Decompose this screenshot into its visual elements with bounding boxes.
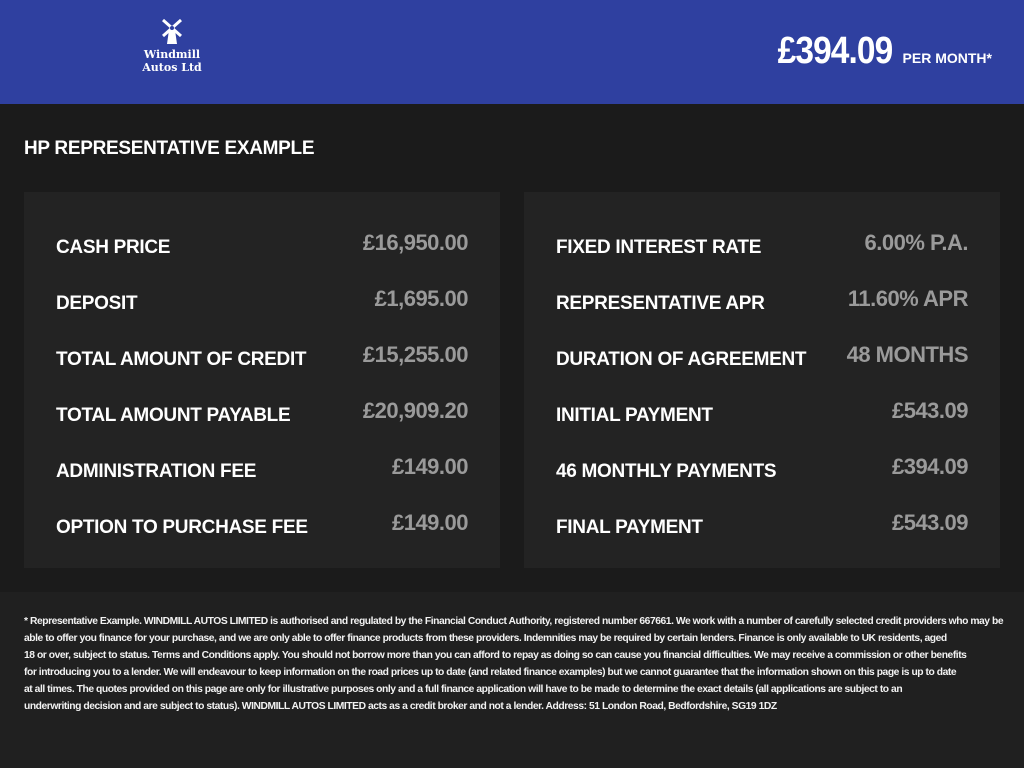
row-label: DURATION OF AGREEMENT [556, 349, 807, 370]
disclaimer-line: * Representative Example. WINDMILL AUTOS… [24, 616, 1004, 627]
row-value: £394.09 [891, 454, 969, 479]
finance-row: REPRESENTATIVE APR 11.60% APR [556, 284, 969, 314]
row-label: 46 MONTHLY PAYMENTS [556, 461, 777, 482]
logo-text-line-1: Windmill [143, 48, 201, 61]
finance-row: CASH PRICE £16,950.00 [56, 228, 469, 258]
row-label: FINAL PAYMENT [556, 517, 703, 538]
row-value: £1,695.00 [374, 286, 469, 311]
row-label: FIXED INTEREST RATE [556, 237, 762, 258]
windmill-icon [162, 18, 182, 44]
row-label: REPRESENTATIVE APR [556, 293, 765, 314]
disclaimer-line: able to offer you finance for your purch… [24, 633, 947, 644]
finance-row: OPTION TO PURCHASE FEE £149.00 [56, 508, 469, 538]
row-value: £149.00 [391, 510, 469, 535]
finance-row: TOTAL AMOUNT PAYABLE £20,909.20 [56, 396, 469, 426]
logo-text-line-2: Autos Ltd [142, 61, 202, 74]
finance-row: TOTAL AMOUNT OF CREDIT £15,255.00 [56, 340, 469, 370]
disclaimer-line: underwriting decision and are subject to… [24, 701, 777, 712]
row-value: £16,950.00 [362, 230, 469, 255]
row-value: £20,909.20 [362, 398, 469, 423]
row-value: £15,255.00 [362, 342, 469, 367]
row-label: TOTAL AMOUNT PAYABLE [56, 405, 291, 426]
header: Windmill Autos Ltd £394.09 PER MONTH* [0, 0, 1024, 104]
row-value: £149.00 [391, 454, 469, 479]
row-label: INITIAL PAYMENT [556, 405, 713, 426]
disclaimer-line: at all times. The quotes provided on thi… [24, 684, 903, 695]
row-label: ADMINISTRATION FEE [56, 461, 257, 482]
row-value: 11.60% APR [847, 286, 969, 311]
finance-row: ADMINISTRATION FEE £149.00 [56, 452, 469, 482]
finance-panel-right: FIXED INTEREST RATE 6.00% P.A. REPRESENTAT… [524, 192, 1000, 568]
row-value: 6.00% P.A. [864, 230, 969, 255]
disclaimer-line: for introducing you to a lender. We will… [24, 667, 957, 678]
row-value: £543.09 [891, 398, 969, 423]
disclaimer-line: 18 or over, subject to status. Terms and… [24, 650, 967, 661]
row-value: 48 MONTHS [846, 342, 969, 367]
finance-row: DEPOSIT £1,695.00 [56, 284, 469, 314]
finance-panel-left: CASH PRICE £16,950.00 DEPOSIT £1,695.00 TOTA… [24, 192, 500, 568]
finance-row: FIXED INTEREST RATE 6.00% P.A. [556, 228, 969, 258]
row-label: CASH PRICE [56, 237, 171, 258]
row-label: TOTAL AMOUNT OF CREDIT [56, 349, 307, 370]
row-label: DEPOSIT [56, 293, 138, 314]
section-title: HP REPRESENTATIVE EXAMPLE [24, 138, 315, 159]
logo-text: Windmill Autos Ltd [132, 48, 212, 74]
row-value: £543.09 [891, 510, 969, 535]
disclaimer: * Representative Example. WINDMILL AUTOS… [0, 592, 1024, 768]
logo[interactable]: Windmill Autos Ltd [132, 18, 212, 74]
finance-row: 46 MONTHLY PAYMENTS £394.09 [556, 452, 969, 482]
price-unit: PER MONTH* [902, 50, 992, 66]
price-amount: £394.09 [777, 30, 894, 72]
row-label: OPTION TO PURCHASE FEE [56, 517, 308, 538]
monthly-price: £394.09 PER MONTH* [762, 30, 992, 73]
finance-row: INITIAL PAYMENT £543.09 [556, 396, 969, 426]
finance-row: DURATION OF AGREEMENT 48 MONTHS [556, 340, 969, 370]
finance-row: FINAL PAYMENT £543.09 [556, 508, 969, 538]
